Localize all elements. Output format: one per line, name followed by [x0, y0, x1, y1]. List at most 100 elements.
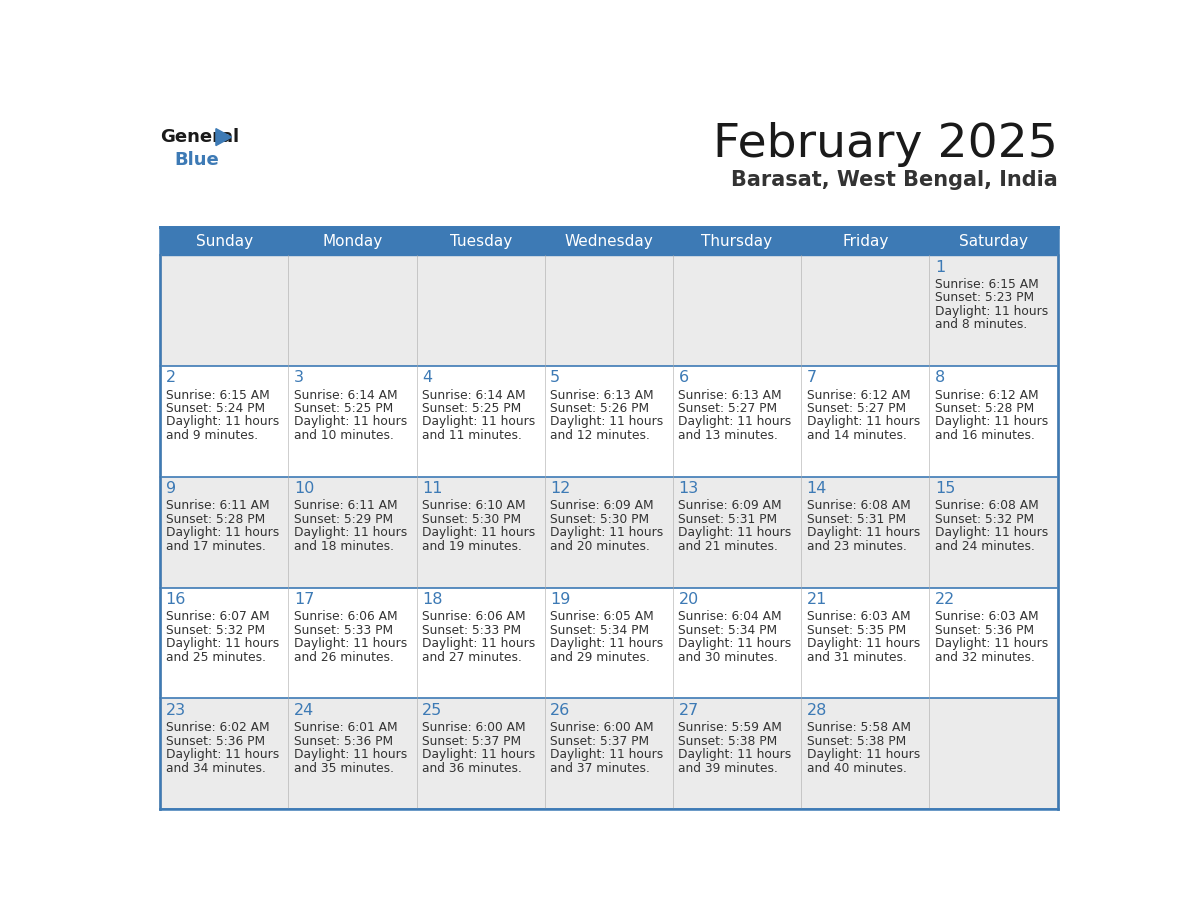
Bar — [417, 699, 545, 810]
Text: 1: 1 — [935, 260, 944, 274]
Text: and 13 minutes.: and 13 minutes. — [678, 429, 778, 442]
Text: Sunset: 5:33 PM: Sunset: 5:33 PM — [293, 623, 393, 637]
Text: February 2025: February 2025 — [713, 122, 1057, 167]
Text: Sunset: 5:28 PM: Sunset: 5:28 PM — [935, 402, 1034, 415]
Text: Sunset: 5:31 PM: Sunset: 5:31 PM — [678, 513, 777, 526]
Text: 8: 8 — [935, 371, 944, 386]
Text: 26: 26 — [550, 703, 570, 718]
Text: Sunset: 5:38 PM: Sunset: 5:38 PM — [678, 734, 778, 747]
Text: Daylight: 11 hours: Daylight: 11 hours — [935, 526, 1048, 540]
Text: Sunrise: 6:13 AM: Sunrise: 6:13 AM — [550, 388, 653, 401]
Text: Sunset: 5:25 PM: Sunset: 5:25 PM — [293, 402, 393, 415]
Text: 28: 28 — [807, 703, 827, 718]
Text: Daylight: 11 hours: Daylight: 11 hours — [422, 416, 536, 429]
Text: Daylight: 11 hours: Daylight: 11 hours — [807, 416, 920, 429]
Bar — [801, 255, 929, 365]
Bar — [160, 227, 1057, 255]
Bar — [417, 255, 545, 365]
Text: 16: 16 — [165, 592, 187, 607]
Text: Sunrise: 6:05 AM: Sunrise: 6:05 AM — [550, 610, 653, 623]
Text: Wednesday: Wednesday — [564, 233, 653, 249]
Text: Tuesday: Tuesday — [449, 233, 512, 249]
Bar — [672, 476, 801, 588]
Text: Sunrise: 6:04 AM: Sunrise: 6:04 AM — [678, 610, 782, 623]
Text: Sunrise: 6:14 AM: Sunrise: 6:14 AM — [422, 388, 525, 401]
Text: 24: 24 — [293, 703, 314, 718]
Text: Sunrise: 6:11 AM: Sunrise: 6:11 AM — [165, 499, 270, 512]
Text: Daylight: 11 hours: Daylight: 11 hours — [678, 526, 791, 540]
Text: Sunrise: 6:09 AM: Sunrise: 6:09 AM — [550, 499, 653, 512]
Text: Sunset: 5:36 PM: Sunset: 5:36 PM — [165, 734, 265, 747]
Bar — [289, 476, 417, 588]
Text: 18: 18 — [422, 592, 442, 607]
Text: Saturday: Saturday — [959, 233, 1028, 249]
Bar — [801, 588, 929, 699]
Text: and 40 minutes.: and 40 minutes. — [807, 762, 906, 775]
Text: Sunrise: 6:11 AM: Sunrise: 6:11 AM — [293, 499, 397, 512]
Text: and 9 minutes.: and 9 minutes. — [165, 429, 258, 442]
Text: Sunset: 5:24 PM: Sunset: 5:24 PM — [165, 402, 265, 415]
Text: Sunrise: 5:59 AM: Sunrise: 5:59 AM — [678, 722, 782, 734]
Text: 9: 9 — [165, 481, 176, 497]
Text: 11: 11 — [422, 481, 442, 497]
Text: Sunset: 5:27 PM: Sunset: 5:27 PM — [678, 402, 777, 415]
Text: Sunrise: 6:12 AM: Sunrise: 6:12 AM — [807, 388, 910, 401]
Bar — [801, 365, 929, 476]
Text: Daylight: 11 hours: Daylight: 11 hours — [422, 637, 536, 650]
Text: Sunset: 5:34 PM: Sunset: 5:34 PM — [678, 623, 777, 637]
Text: Sunrise: 6:09 AM: Sunrise: 6:09 AM — [678, 499, 782, 512]
Bar — [672, 255, 801, 365]
Text: Daylight: 11 hours: Daylight: 11 hours — [422, 526, 536, 540]
Text: Daylight: 11 hours: Daylight: 11 hours — [550, 526, 663, 540]
Text: Daylight: 11 hours: Daylight: 11 hours — [807, 637, 920, 650]
Text: Sunset: 5:36 PM: Sunset: 5:36 PM — [293, 734, 393, 747]
Text: Sunrise: 6:12 AM: Sunrise: 6:12 AM — [935, 388, 1038, 401]
Text: Daylight: 11 hours: Daylight: 11 hours — [293, 416, 407, 429]
Text: Sunset: 5:26 PM: Sunset: 5:26 PM — [550, 402, 650, 415]
Text: 6: 6 — [678, 371, 689, 386]
Text: and 26 minutes.: and 26 minutes. — [293, 651, 393, 664]
Text: 19: 19 — [550, 592, 570, 607]
Text: and 19 minutes.: and 19 minutes. — [422, 540, 522, 553]
Text: Sunset: 5:37 PM: Sunset: 5:37 PM — [550, 734, 650, 747]
Text: Daylight: 11 hours: Daylight: 11 hours — [293, 526, 407, 540]
Text: Sunset: 5:38 PM: Sunset: 5:38 PM — [807, 734, 905, 747]
Text: Sunset: 5:35 PM: Sunset: 5:35 PM — [807, 623, 905, 637]
Text: Sunset: 5:30 PM: Sunset: 5:30 PM — [422, 513, 522, 526]
Text: Sunrise: 6:10 AM: Sunrise: 6:10 AM — [422, 499, 525, 512]
Bar — [160, 255, 289, 365]
Text: 2: 2 — [165, 371, 176, 386]
Text: and 10 minutes.: and 10 minutes. — [293, 429, 393, 442]
Text: and 27 minutes.: and 27 minutes. — [422, 651, 522, 664]
Text: 5: 5 — [550, 371, 561, 386]
Text: Sunrise: 6:15 AM: Sunrise: 6:15 AM — [165, 388, 270, 401]
Text: and 34 minutes.: and 34 minutes. — [165, 762, 265, 775]
Text: Sunrise: 6:14 AM: Sunrise: 6:14 AM — [293, 388, 397, 401]
Text: Sunday: Sunday — [196, 233, 253, 249]
Text: 12: 12 — [550, 481, 570, 497]
Bar — [160, 588, 289, 699]
Text: Daylight: 11 hours: Daylight: 11 hours — [165, 748, 279, 761]
Bar — [545, 699, 672, 810]
Text: Daylight: 11 hours: Daylight: 11 hours — [165, 416, 279, 429]
Text: Sunset: 5:34 PM: Sunset: 5:34 PM — [550, 623, 650, 637]
Text: and 30 minutes.: and 30 minutes. — [678, 651, 778, 664]
Text: Sunrise: 6:00 AM: Sunrise: 6:00 AM — [550, 722, 653, 734]
Text: 23: 23 — [165, 703, 185, 718]
Bar — [160, 699, 289, 810]
Text: and 36 minutes.: and 36 minutes. — [422, 762, 522, 775]
Bar — [417, 365, 545, 476]
Text: Daylight: 11 hours: Daylight: 11 hours — [550, 748, 663, 761]
Text: and 8 minutes.: and 8 minutes. — [935, 318, 1028, 331]
Text: Sunrise: 6:06 AM: Sunrise: 6:06 AM — [422, 610, 525, 623]
Text: 4: 4 — [422, 371, 432, 386]
Text: Sunrise: 6:08 AM: Sunrise: 6:08 AM — [807, 499, 910, 512]
Text: Daylight: 11 hours: Daylight: 11 hours — [935, 416, 1048, 429]
Text: and 39 minutes.: and 39 minutes. — [678, 762, 778, 775]
Text: Sunset: 5:25 PM: Sunset: 5:25 PM — [422, 402, 522, 415]
Text: Sunset: 5:31 PM: Sunset: 5:31 PM — [807, 513, 905, 526]
Text: and 20 minutes.: and 20 minutes. — [550, 540, 650, 553]
Text: Daylight: 11 hours: Daylight: 11 hours — [935, 305, 1048, 318]
Text: Daylight: 11 hours: Daylight: 11 hours — [807, 748, 920, 761]
Text: 13: 13 — [678, 481, 699, 497]
